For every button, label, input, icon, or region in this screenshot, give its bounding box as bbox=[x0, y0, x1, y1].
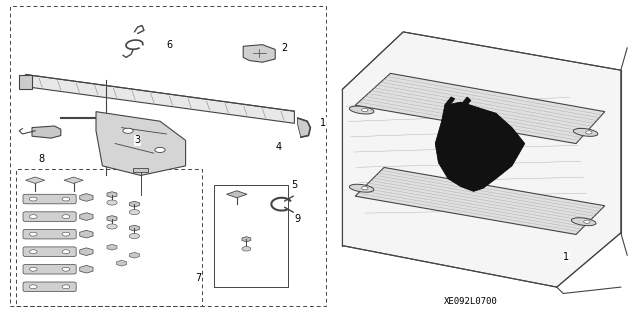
FancyBboxPatch shape bbox=[23, 194, 76, 204]
Text: 1: 1 bbox=[320, 118, 326, 128]
Polygon shape bbox=[80, 194, 93, 201]
Circle shape bbox=[362, 108, 368, 112]
Circle shape bbox=[242, 247, 251, 251]
Polygon shape bbox=[298, 118, 310, 137]
Circle shape bbox=[62, 285, 70, 289]
Circle shape bbox=[29, 197, 37, 201]
FancyBboxPatch shape bbox=[23, 247, 76, 256]
Circle shape bbox=[29, 232, 37, 236]
FancyBboxPatch shape bbox=[23, 282, 76, 292]
Text: 3: 3 bbox=[134, 135, 141, 145]
Bar bbox=[133, 168, 148, 172]
Polygon shape bbox=[129, 201, 140, 207]
Text: 2: 2 bbox=[282, 43, 288, 53]
Polygon shape bbox=[19, 75, 32, 89]
Circle shape bbox=[29, 285, 37, 289]
Polygon shape bbox=[32, 126, 61, 138]
Ellipse shape bbox=[572, 218, 596, 226]
Circle shape bbox=[123, 128, 133, 133]
Text: 7: 7 bbox=[195, 272, 202, 283]
Polygon shape bbox=[342, 32, 621, 287]
Polygon shape bbox=[64, 177, 83, 183]
Text: 1: 1 bbox=[563, 252, 570, 262]
Circle shape bbox=[107, 224, 117, 229]
Text: 8: 8 bbox=[38, 154, 45, 165]
Polygon shape bbox=[80, 213, 93, 220]
Circle shape bbox=[62, 232, 70, 236]
Polygon shape bbox=[355, 73, 605, 144]
Circle shape bbox=[62, 197, 70, 201]
Polygon shape bbox=[80, 248, 93, 256]
Circle shape bbox=[362, 187, 368, 190]
Text: 4: 4 bbox=[275, 142, 282, 152]
FancyBboxPatch shape bbox=[23, 212, 76, 221]
Polygon shape bbox=[227, 191, 247, 198]
Circle shape bbox=[129, 234, 140, 239]
Text: 5: 5 bbox=[291, 180, 298, 190]
Circle shape bbox=[29, 215, 37, 219]
Ellipse shape bbox=[349, 184, 374, 192]
Polygon shape bbox=[355, 167, 605, 234]
Polygon shape bbox=[116, 260, 127, 266]
Polygon shape bbox=[107, 244, 117, 250]
Circle shape bbox=[584, 220, 590, 223]
Polygon shape bbox=[435, 102, 525, 191]
Polygon shape bbox=[243, 45, 275, 62]
Circle shape bbox=[62, 267, 70, 271]
Circle shape bbox=[29, 250, 37, 254]
Polygon shape bbox=[96, 112, 186, 175]
Circle shape bbox=[62, 250, 70, 254]
FancyBboxPatch shape bbox=[23, 264, 76, 274]
Polygon shape bbox=[129, 225, 140, 231]
Polygon shape bbox=[80, 230, 93, 238]
Polygon shape bbox=[26, 177, 45, 183]
Text: 6: 6 bbox=[166, 40, 173, 50]
Circle shape bbox=[107, 200, 117, 205]
Ellipse shape bbox=[573, 129, 598, 136]
Polygon shape bbox=[461, 97, 470, 108]
Circle shape bbox=[62, 215, 70, 219]
Ellipse shape bbox=[349, 106, 374, 114]
Polygon shape bbox=[107, 216, 117, 221]
Circle shape bbox=[155, 147, 165, 152]
Circle shape bbox=[129, 210, 140, 215]
Polygon shape bbox=[80, 265, 93, 273]
Polygon shape bbox=[26, 75, 294, 123]
Polygon shape bbox=[445, 97, 454, 107]
Text: 9: 9 bbox=[294, 213, 301, 224]
Text: XE092L0700: XE092L0700 bbox=[444, 297, 497, 306]
Polygon shape bbox=[242, 237, 251, 242]
FancyBboxPatch shape bbox=[23, 229, 76, 239]
Polygon shape bbox=[129, 252, 140, 258]
Circle shape bbox=[586, 131, 592, 134]
Polygon shape bbox=[107, 192, 117, 197]
Circle shape bbox=[29, 267, 37, 271]
